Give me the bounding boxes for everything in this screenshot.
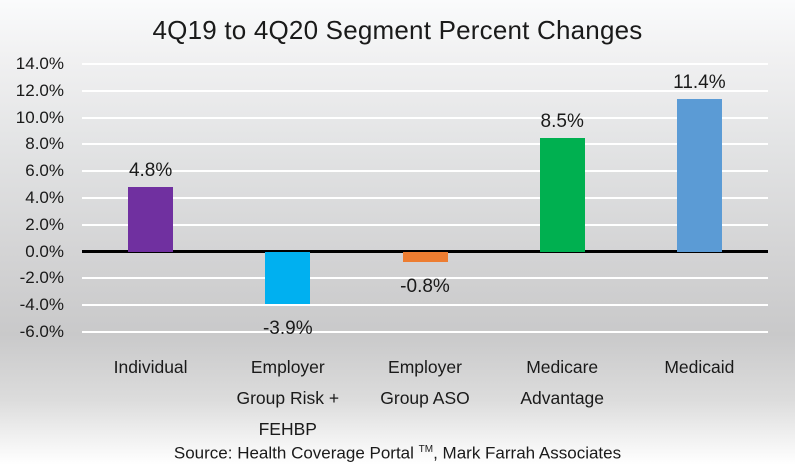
- x-category-label-line: Individual: [113, 357, 188, 377]
- source-caption: Source: Health Coverage Portal TM, Mark …: [0, 438, 795, 465]
- bar-medicare-advantage: [539, 137, 585, 252]
- x-category-label-line: Group Risk +: [236, 388, 340, 408]
- x-category-label: Individual: [81, 352, 221, 383]
- gridline: [82, 63, 768, 65]
- y-tick-label: 4.0%: [25, 188, 64, 207]
- x-category-label-line: Advantage: [520, 388, 605, 408]
- x-category-label-line: FEHBP: [258, 419, 317, 439]
- gridline: [82, 116, 768, 119]
- y-tick-label: 6.0%: [25, 161, 64, 181]
- x-category-label-line: Employer: [388, 357, 462, 377]
- y-tick-label: -2.0%: [19, 268, 64, 288]
- bar-employer-group-aso: [402, 251, 448, 263]
- x-category-label-line: Employer: [250, 357, 325, 377]
- y-tick-label: -4.0%: [19, 295, 64, 315]
- gridline: [82, 170, 768, 173]
- y-tick-label: 2.0%: [25, 214, 64, 234]
- x-category-label: Employer Group ASO: [355, 352, 495, 414]
- y-tick-label: 8.0%: [25, 134, 64, 154]
- data-label: 11.4%: [673, 71, 726, 93]
- data-label: -0.8%: [400, 276, 450, 298]
- gridline: [82, 223, 768, 226]
- source-tm-superscript: TM: [418, 444, 434, 455]
- data-label: 4.8%: [128, 160, 173, 182]
- x-category-label-line: Medicaid: [664, 357, 735, 377]
- gridline: [82, 89, 768, 92]
- chart-title: 4Q19 to 4Q20 Segment Percent Changes: [152, 15, 643, 45]
- y-tick-label: 10.0%: [15, 107, 64, 127]
- y-tick-label: 14.0%: [15, 54, 64, 73]
- x-category-label-line: Medicare: [526, 357, 599, 377]
- source-text-suffix: , Mark Farrah Associates: [433, 443, 622, 463]
- bar-employer-group-risk-fehbp: [265, 251, 311, 304]
- y-tick-label: 12.0%: [15, 80, 64, 100]
- source-text-prefix: Source: Health Coverage Portal: [173, 443, 419, 463]
- bar-medicaid: [676, 98, 722, 252]
- gridline: [82, 331, 768, 333]
- x-category-label-line: Group ASO: [380, 388, 470, 408]
- y-tick-label: -6.0%: [19, 322, 64, 341]
- x-category-label: Employer Group Risk + FEHBP: [218, 352, 358, 445]
- gridline: [82, 197, 768, 199]
- gridline: [82, 304, 768, 307]
- x-category-label: Medicaid: [629, 352, 769, 383]
- bar-individual: [128, 187, 174, 252]
- data-label: -3.9%: [262, 317, 313, 339]
- y-tick-label: 0.0%: [25, 241, 64, 261]
- x-category-label: Medicare Advantage: [492, 352, 632, 414]
- gridline: [82, 277, 768, 280]
- gridline: [82, 143, 768, 146]
- data-label: 8.5%: [540, 110, 584, 132]
